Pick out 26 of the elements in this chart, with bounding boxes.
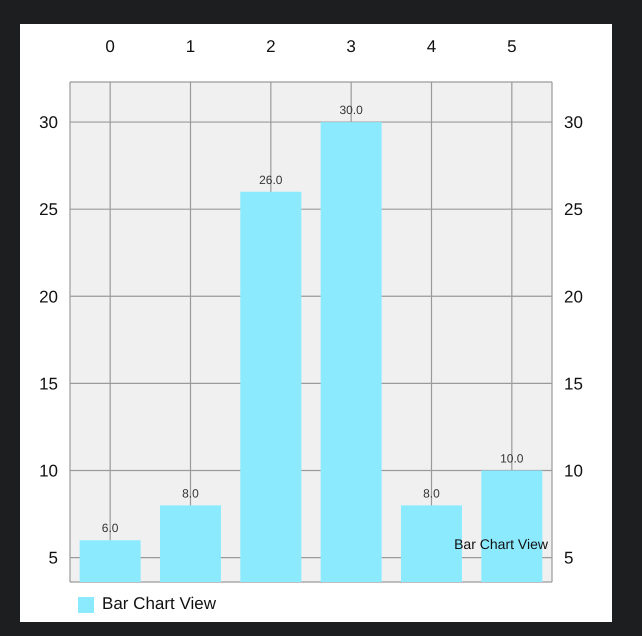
y2-tick-label: 25 xyxy=(564,200,583,220)
legend-label: Bar Chart View xyxy=(102,594,216,613)
annotation: Bar Chart View xyxy=(454,536,548,552)
x-tick-label: 2 xyxy=(266,37,276,56)
y2-tick-label: 30 xyxy=(564,113,583,132)
y2-tick-label: 10 xyxy=(564,462,583,481)
text: 8.0 xyxy=(182,486,199,500)
y2-tick-label: 5 xyxy=(564,548,574,568)
text: 6.0 xyxy=(102,521,118,536)
text: 30.0 xyxy=(339,103,363,118)
y2-tick-label: 20 xyxy=(564,287,583,306)
y2-tick-label: 15 xyxy=(564,374,583,394)
y-tick-label: 15 xyxy=(39,374,58,394)
y-tick-label: 5 xyxy=(48,548,58,568)
y-tick-label: 10 xyxy=(39,462,58,481)
text: 8.0 xyxy=(423,486,440,500)
text: 26.0 xyxy=(259,172,282,187)
x-tick-label: 1 xyxy=(186,37,196,56)
x-tick-label: 3 xyxy=(346,37,356,56)
y-tick-label: 25 xyxy=(39,200,58,220)
text: 10.0 xyxy=(500,452,524,466)
y-tick-label: 30 xyxy=(39,113,58,132)
x-tick-label: 5 xyxy=(507,37,517,56)
y-tick-label: 20 xyxy=(39,287,58,306)
x-tick-label: 0 xyxy=(105,37,115,56)
x-tick-label: 4 xyxy=(426,37,436,56)
